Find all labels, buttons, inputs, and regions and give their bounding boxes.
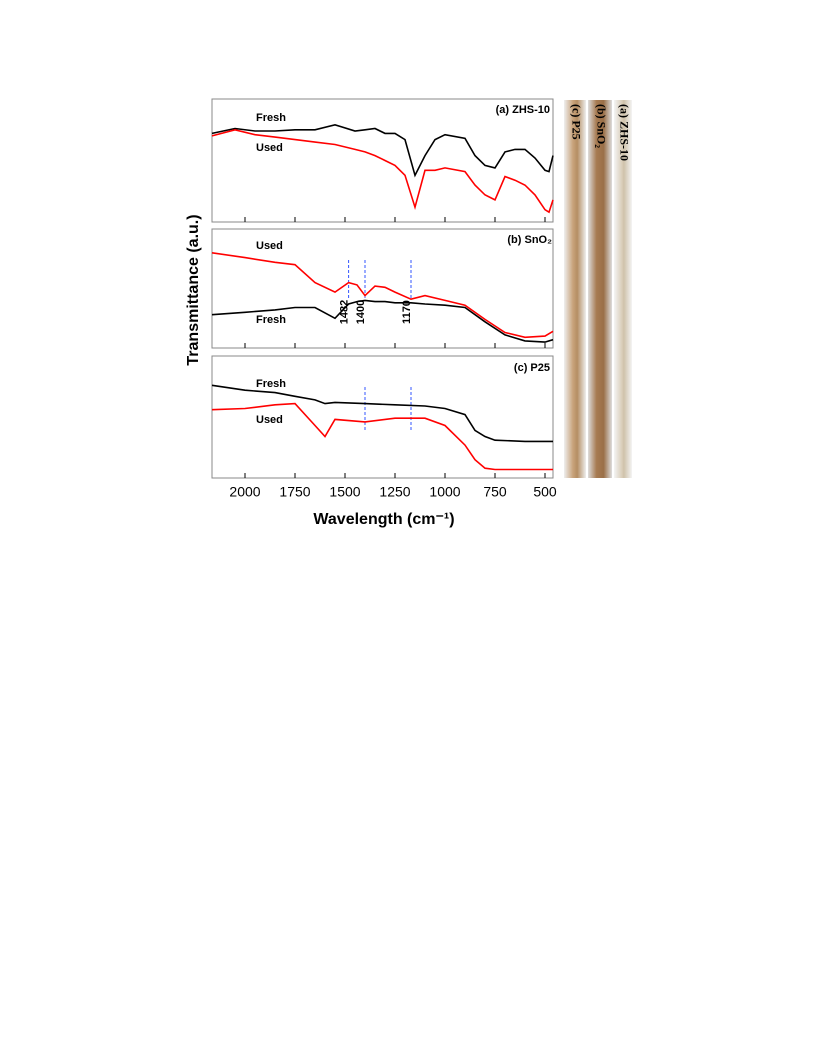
x-axis-label: Wavelength (cm⁻¹) bbox=[313, 511, 454, 528]
panel-title: (c) P25 bbox=[514, 362, 550, 374]
series-label: Used bbox=[256, 142, 283, 154]
spectrum-line bbox=[211, 384, 553, 443]
photo-label: (c) P25 bbox=[569, 104, 583, 140]
series-label: Fresh bbox=[256, 314, 286, 326]
series-label: Fresh bbox=[256, 378, 286, 390]
x-tick-label: 750 bbox=[483, 484, 507, 500]
x-tick-label: 1250 bbox=[379, 484, 410, 500]
panel-title: (b) SnO₂ bbox=[507, 234, 552, 246]
series-label: Fresh bbox=[256, 112, 286, 124]
spectrum-line bbox=[211, 123, 554, 178]
series-label: Used bbox=[256, 414, 283, 426]
x-tick-label: 1500 bbox=[329, 484, 360, 500]
series-label: Used bbox=[256, 240, 283, 252]
spectrum-line bbox=[211, 252, 554, 339]
x-tick-label: 500 bbox=[533, 484, 557, 500]
x-tick-label: 1000 bbox=[429, 484, 460, 500]
marker-label: 1170 bbox=[401, 300, 413, 324]
photo-tube bbox=[564, 100, 586, 478]
photo-tube bbox=[614, 100, 632, 478]
x-tick-label: 1750 bbox=[279, 484, 310, 500]
photo-tube bbox=[588, 100, 612, 478]
panel-frame bbox=[211, 228, 554, 349]
marker-label: 1400 bbox=[355, 300, 367, 324]
spectrum-line bbox=[211, 299, 554, 343]
panel-frame bbox=[211, 355, 554, 479]
photo-label: (a) ZHS-10 bbox=[617, 104, 631, 161]
spectrum-line bbox=[211, 402, 553, 471]
x-tick-label: 2000 bbox=[229, 484, 260, 500]
panel-frame bbox=[211, 98, 554, 223]
spectrum-line bbox=[211, 128, 554, 214]
y-axis-label: Transmittance (a.u.) bbox=[185, 214, 202, 365]
panel-title: (a) ZHS-10 bbox=[496, 104, 550, 116]
photo-label: (b) SnO₂ bbox=[594, 104, 608, 148]
